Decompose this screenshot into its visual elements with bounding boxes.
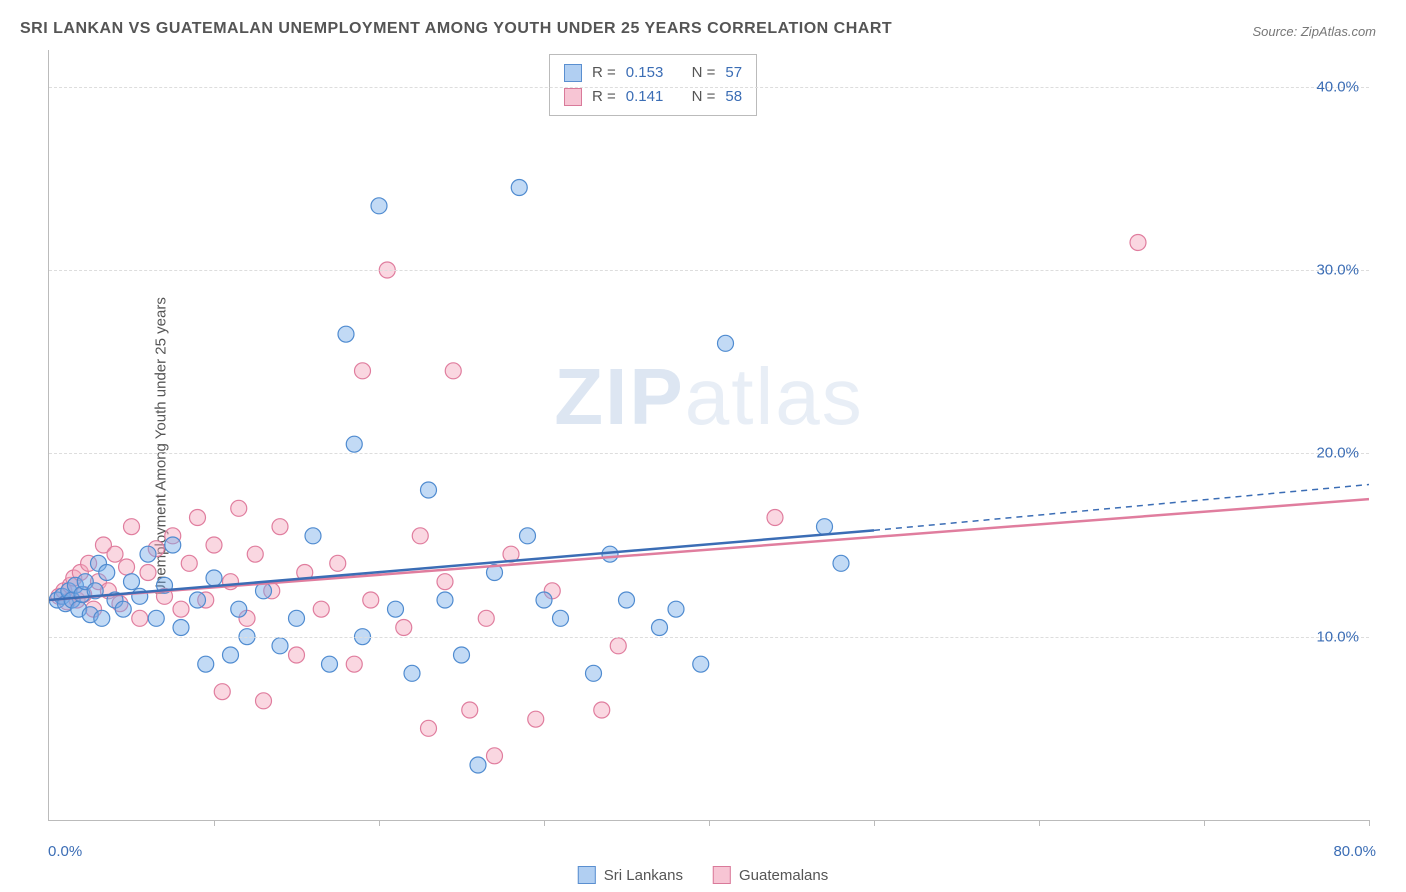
legend-row-guatemalans: R = 0.141 N = 58 [564,85,742,109]
x-tick [379,820,380,826]
y-tick-label: 10.0% [1316,628,1359,645]
chart-svg [49,50,1369,820]
n-label: N = [692,61,716,85]
legend-label-sri-lankans: Sri Lankans [604,867,683,884]
watermark-zip: ZIP [554,352,684,441]
legend-row-sri-lankans: R = 0.153 N = 57 [564,61,742,85]
watermark-atlas: atlas [685,352,864,441]
source-attribution: Source: ZipAtlas.com [1252,24,1376,39]
correlation-legend: R = 0.153 N = 57 R = 0.141 N = 58 [549,54,757,116]
gridline [49,453,1369,454]
swatch-pink-icon [713,866,731,884]
x-tick [544,820,545,826]
x-tick [1369,820,1370,826]
y-tick-label: 30.0% [1316,262,1359,279]
gridline [49,637,1369,638]
r-label: R = [592,85,616,109]
x-tick [1204,820,1205,826]
r-value-guatemalans: 0.141 [626,85,664,109]
x-tick [709,820,710,826]
x-tick [214,820,215,826]
swatch-blue-icon [578,866,596,884]
y-tick-label: 40.0% [1316,78,1359,95]
watermark: ZIPatlas [554,351,863,443]
y-tick-label: 20.0% [1316,445,1359,462]
swatch-pink-icon [564,88,582,106]
series-legend: Sri Lankans Guatemalans [578,866,828,884]
x-axis-min-label: 0.0% [48,843,82,860]
legend-label-guatemalans: Guatemalans [739,867,828,884]
gridline [49,87,1369,88]
n-label: N = [692,85,716,109]
chart-title: SRI LANKAN VS GUATEMALAN UNEMPLOYMENT AM… [20,20,892,38]
r-value-sri-lankans: 0.153 [626,61,664,85]
x-tick [1039,820,1040,826]
gridline [49,270,1369,271]
legend-item-sri-lankans: Sri Lankans [578,866,683,884]
x-tick [874,820,875,826]
plot-area: ZIPatlas R = 0.153 N = 57 R = 0.141 N = … [48,50,1369,821]
r-label: R = [592,61,616,85]
n-value-guatemalans: 58 [725,85,742,109]
n-value-sri-lankans: 57 [725,61,742,85]
legend-item-guatemalans: Guatemalans [713,866,828,884]
swatch-blue-icon [564,64,582,82]
x-axis-max-label: 80.0% [1333,843,1376,860]
